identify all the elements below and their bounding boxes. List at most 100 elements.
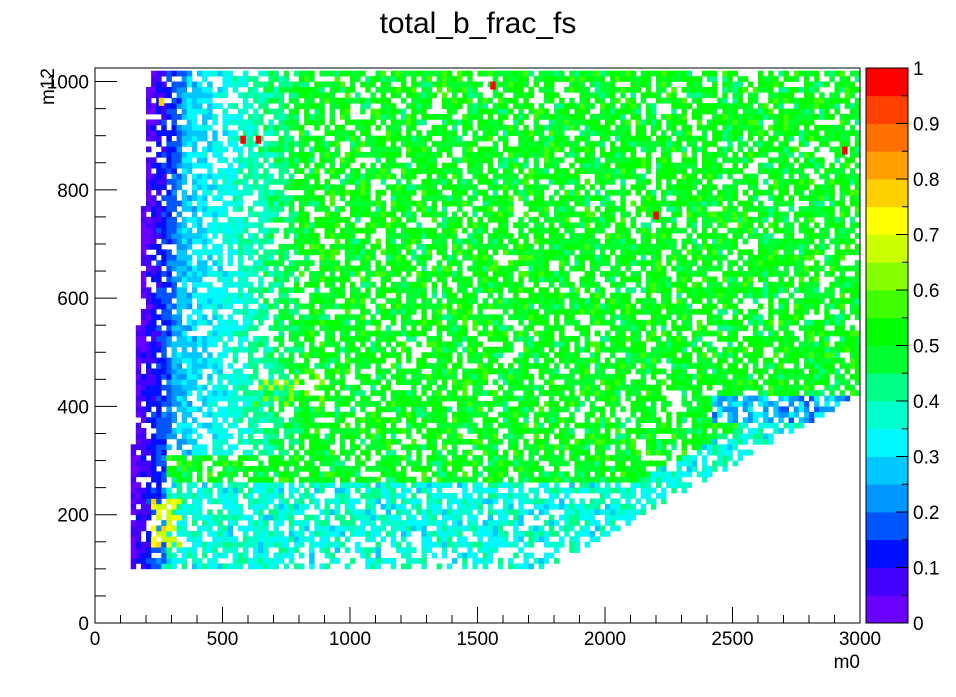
heatmap-cell [151, 379, 157, 386]
heatmap-cell [421, 308, 427, 315]
heatmap-cell [344, 336, 351, 342]
heatmap-cell [482, 476, 489, 483]
heatmap-cell [829, 406, 835, 413]
heatmap-cell [574, 287, 580, 294]
heatmap-cell [559, 336, 565, 342]
heatmap-cell [778, 341, 784, 348]
heatmap-cell [676, 325, 682, 331]
heatmap-cell [492, 325, 499, 331]
heatmap-cell [574, 509, 580, 516]
heatmap-cell [763, 411, 769, 418]
heatmap-cell [395, 363, 402, 369]
heatmap-cell [324, 520, 330, 526]
heatmap-cell [824, 401, 830, 407]
heatmap-cell [375, 428, 381, 434]
heatmap-cell [441, 292, 448, 299]
heatmap-cell [768, 292, 774, 299]
heatmap-cell [416, 401, 422, 407]
heatmap-cell [176, 341, 183, 348]
heatmap-cell [299, 417, 305, 423]
heatmap-cell [661, 460, 667, 467]
heatmap-cell [747, 384, 754, 391]
heatmap-cell [171, 514, 177, 521]
heatmap-cell [263, 336, 269, 342]
heatmap-cell [436, 482, 443, 488]
heatmap-cell [656, 465, 662, 472]
heatmap-cell [559, 498, 565, 505]
heatmap-cell [467, 498, 473, 505]
heatmap-cell [533, 503, 540, 510]
heatmap-cell [615, 325, 621, 331]
heatmap-cell [625, 465, 631, 472]
heatmap-cell [314, 292, 320, 299]
heatmap-cell [640, 384, 647, 391]
heatmap-cell [681, 325, 687, 331]
heatmap-cell [197, 373, 203, 380]
heatmap-cell [268, 303, 274, 310]
heatmap-cell [197, 433, 203, 440]
heatmap-cell [202, 346, 208, 353]
heatmap-cell [375, 449, 381, 456]
heatmap-cell [299, 395, 305, 402]
heatmap-cell [304, 422, 310, 429]
heatmap-cell [370, 444, 376, 451]
heatmap-cell [334, 547, 341, 553]
heatmap-cell [462, 314, 468, 321]
heatmap-cell [625, 292, 631, 299]
heatmap-cell [344, 363, 351, 369]
heatmap-cell [676, 417, 682, 423]
heatmap-cell [273, 520, 279, 526]
heatmap-cell [258, 498, 264, 505]
heatmap-cell [477, 509, 483, 516]
heatmap-cell [431, 498, 438, 505]
heatmap-cell [329, 319, 336, 326]
heatmap-cell [242, 363, 249, 369]
heatmap-cell [365, 449, 371, 456]
heatmap-cell [477, 368, 483, 375]
heatmap-cell [426, 428, 432, 434]
heatmap-cell [492, 433, 499, 440]
heatmap-cell [324, 444, 330, 451]
heatmap-cell [130, 455, 137, 461]
heatmap-cell [171, 384, 177, 391]
heatmap-cell [161, 455, 167, 461]
heatmap-cell [676, 460, 682, 467]
heatmap-cell [334, 341, 341, 348]
heatmap-cell [477, 287, 483, 294]
heatmap-cell [559, 541, 565, 548]
heatmap-cell [431, 417, 438, 423]
heatmap-cell [503, 514, 509, 521]
heatmap-cell [533, 444, 540, 451]
heatmap-cell [737, 357, 744, 364]
heatmap-cell [395, 406, 402, 413]
heatmap-cell [462, 471, 468, 478]
heatmap-cell [543, 541, 550, 548]
heatmap-cell [135, 541, 142, 548]
heatmap-cell [181, 547, 188, 553]
heatmap-cell [253, 520, 259, 526]
heatmap-cell [406, 287, 412, 294]
heatmap-cell [360, 303, 366, 310]
heatmap-cell [350, 465, 356, 472]
heatmap-cell [472, 298, 478, 304]
heatmap-cell [406, 395, 412, 402]
heatmap-cell [314, 530, 320, 537]
heatmap-cell [467, 303, 473, 310]
heatmap-cell [477, 406, 483, 413]
heatmap-cell [548, 325, 555, 331]
heatmap-cell [803, 303, 810, 310]
heatmap-cell [523, 336, 529, 342]
heatmap-cell [166, 536, 172, 543]
heatmap-cell [671, 319, 677, 326]
heatmap-cell [599, 341, 606, 348]
heatmap-cell [487, 319, 494, 326]
heatmap-cell [181, 330, 188, 337]
heatmap-cell [350, 471, 356, 478]
heatmap-cell [146, 384, 152, 391]
heatmap-cell [324, 292, 330, 299]
heatmap-cell [650, 287, 657, 294]
heatmap-cell [299, 444, 305, 451]
heatmap-cell [497, 401, 504, 407]
heatmap-cell [253, 314, 259, 321]
heatmap-cell [620, 341, 626, 348]
